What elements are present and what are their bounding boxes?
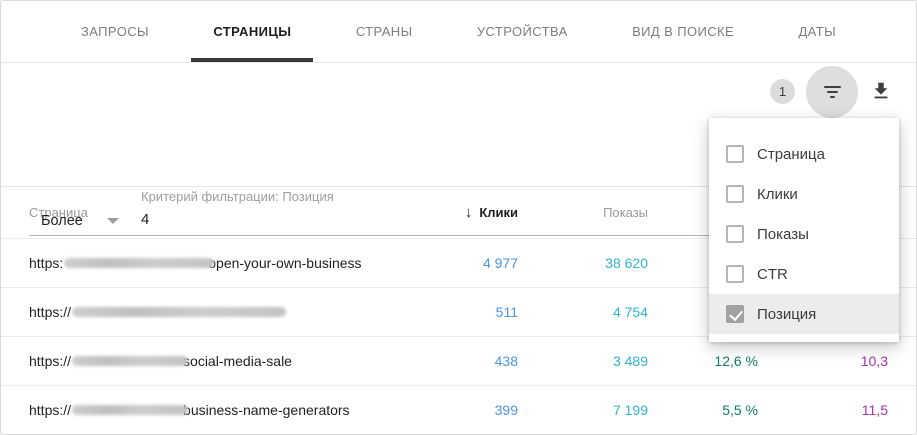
column-header-clicks[interactable]: ↓ Клики xyxy=(388,204,518,221)
checkbox-icon[interactable] xyxy=(726,265,744,283)
sort-descending-icon: ↓ xyxy=(464,204,473,221)
clicks-value: 4 977 xyxy=(482,255,518,271)
clicks-value: 511 xyxy=(495,304,518,320)
tab-label: СТРАНЫ xyxy=(355,24,413,39)
table-row[interactable]: https: open-your-own-business 4 977 38 62… xyxy=(1,238,916,287)
table-row[interactable]: https:// 511 4 754 xyxy=(1,287,916,336)
clicks-value: 399 xyxy=(494,402,518,418)
filter-value-input[interactable]: 4 xyxy=(141,211,150,228)
tab-dates[interactable]: ДАТЫ xyxy=(776,1,858,62)
ctr-value: 12,6 % xyxy=(714,353,758,369)
tab-countries[interactable]: СТРАНЫ xyxy=(334,1,435,62)
page-url-cell: https:// xyxy=(29,304,388,320)
menu-item-label: CTR xyxy=(757,265,788,283)
checkbox-checked-icon[interactable] xyxy=(726,305,744,323)
page-url-cell: https:// social-media-sale xyxy=(29,353,388,369)
checkbox-icon[interactable] xyxy=(726,145,744,163)
toolbar-icons: 1 xyxy=(770,65,893,183)
download-button[interactable] xyxy=(869,79,893,103)
ctr-value: 5,5 % xyxy=(722,402,758,418)
tab-bar: ЗАПРОСЫ СТРАНИЦЫ СТРАНЫ УСТРОЙСТВА ВИД В… xyxy=(1,1,916,63)
position-value: 11,5 xyxy=(861,402,888,418)
menu-item-page[interactable]: Страница xyxy=(709,134,899,174)
tab-queries[interactable]: ЗАПРОСЫ xyxy=(59,1,171,62)
menu-item-position[interactable]: Позиция xyxy=(709,294,899,334)
redacted-url-blur xyxy=(64,258,215,268)
filter-criteria-label: Критерий фильтрации: Позиция xyxy=(141,189,334,204)
tab-label: ЗАПРОСЫ xyxy=(81,24,149,39)
tab-search-appearance[interactable]: ВИД В ПОИСКЕ xyxy=(610,1,756,62)
url-visible-part: business-name-generators xyxy=(183,402,350,418)
filter-input-underline xyxy=(29,235,890,236)
url-prefix: https:// xyxy=(29,353,72,369)
tab-label: ДАТЫ xyxy=(798,24,836,39)
checkbox-icon[interactable] xyxy=(726,225,744,243)
tab-label: ВИД В ПОИСКЕ xyxy=(632,24,735,39)
filter-operator-value: Более xyxy=(41,213,83,229)
url-visible-part: social-media-sale xyxy=(183,353,292,369)
position-value: 10,3 xyxy=(860,353,888,369)
download-icon xyxy=(874,82,888,99)
tab-label: СТРАНИЦЫ xyxy=(213,24,292,39)
table-header-row: Страница ↓ Клики Показы xyxy=(1,187,916,238)
url-prefix: https: xyxy=(29,255,64,271)
url-prefix: https:// xyxy=(29,402,72,418)
menu-item-label: Показы xyxy=(757,225,809,243)
filter-list-icon xyxy=(823,86,841,98)
url-prefix: https:// xyxy=(29,304,72,320)
column-header-clicks-label: Клики xyxy=(479,205,518,220)
checkbox-icon[interactable] xyxy=(726,185,744,203)
impressions-value: 38 620 xyxy=(605,255,648,271)
active-tab-underline xyxy=(191,58,314,62)
active-filter-count-badge: 1 xyxy=(770,79,795,104)
filter-operator-select[interactable]: Более xyxy=(41,213,119,229)
page-url-cell: https: open-your-own-business xyxy=(29,255,388,271)
column-header-impressions[interactable]: Показы xyxy=(603,205,648,220)
table-row[interactable]: https:// business-name-generators 399 7 1… xyxy=(1,385,916,434)
tab-devices[interactable]: УСТРОЙСТВА xyxy=(455,1,590,62)
column-chooser-menu: Страница Клики Показы CTR Позиция xyxy=(709,118,899,342)
redacted-url-blur xyxy=(72,307,287,317)
impressions-value: 4 754 xyxy=(612,304,648,320)
column-header-page[interactable]: Страница xyxy=(29,205,88,220)
chevron-down-icon xyxy=(106,218,119,224)
page-url-cell: https:// business-name-generators xyxy=(29,402,388,418)
redacted-url-blur xyxy=(72,356,189,366)
tab-pages[interactable]: СТРАНИЦЫ xyxy=(191,1,314,62)
redacted-url-blur xyxy=(72,405,189,415)
menu-item-label: Страница xyxy=(757,145,825,163)
tab-label: УСТРОЙСТВА xyxy=(476,24,568,39)
menu-item-label: Позиция xyxy=(757,305,817,323)
menu-item-impressions[interactable]: Показы xyxy=(709,214,899,254)
menu-item-clicks[interactable]: Клики xyxy=(709,174,899,214)
menu-item-label: Клики xyxy=(757,185,798,203)
impressions-value: 7 199 xyxy=(612,402,648,418)
impressions-value: 3 489 xyxy=(612,353,648,369)
table-row[interactable]: https:// social-media-sale 438 3 489 12,6… xyxy=(1,336,916,385)
url-visible-part: open-your-own-business xyxy=(208,255,362,271)
clicks-value: 438 xyxy=(494,353,518,369)
filter-button[interactable] xyxy=(806,66,858,118)
menu-item-ctr[interactable]: CTR xyxy=(709,254,899,294)
